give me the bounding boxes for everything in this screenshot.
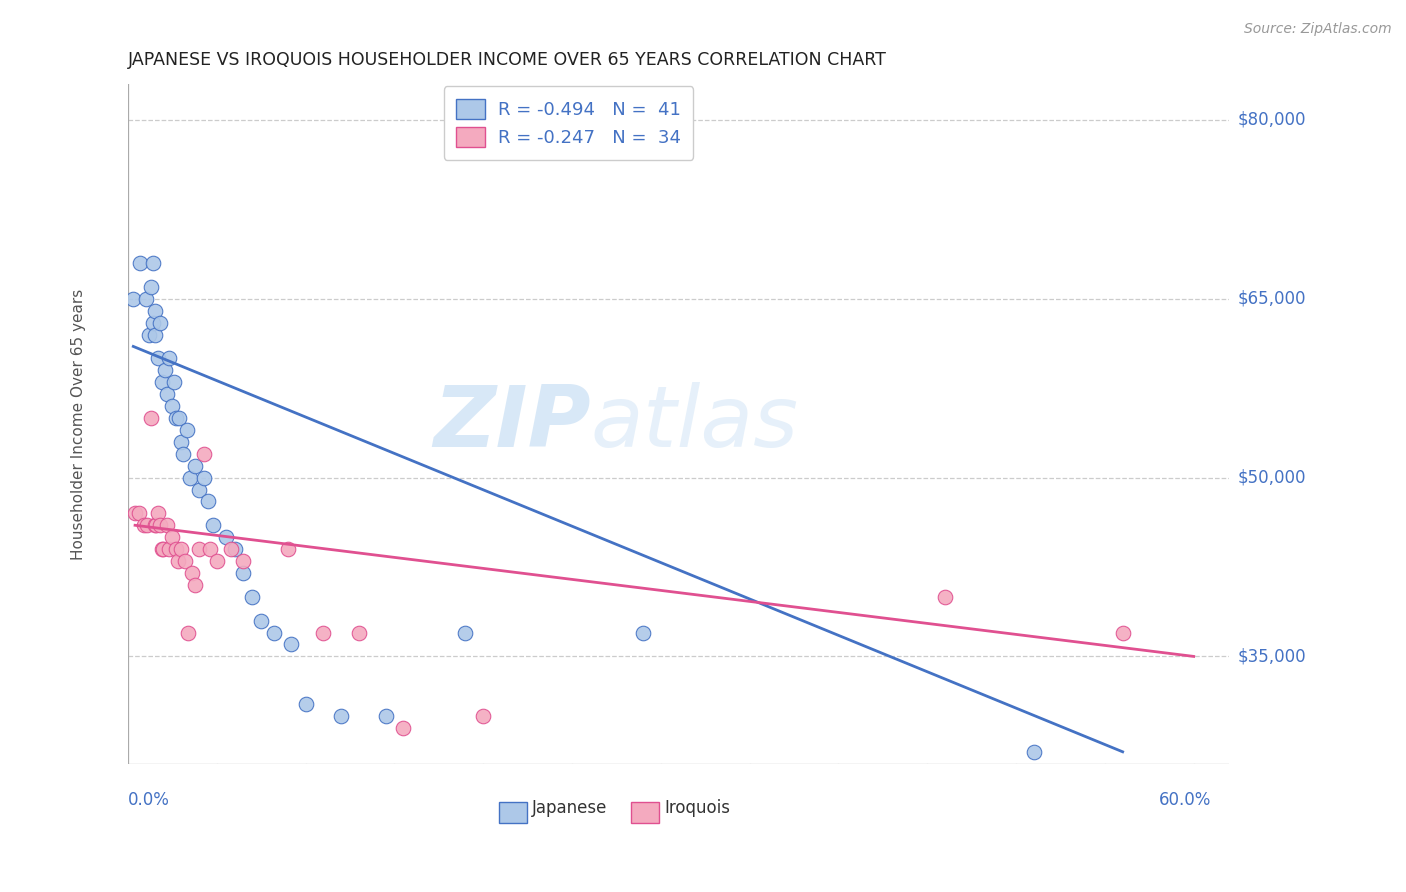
Text: ZIP: ZIP — [433, 383, 591, 466]
Point — [280, 638, 302, 652]
Point — [169, 411, 191, 425]
Point — [202, 518, 225, 533]
Point — [146, 506, 169, 520]
Point — [139, 411, 162, 425]
Point — [150, 375, 173, 389]
Text: 0.0%: 0.0% — [128, 791, 170, 809]
Text: $65,000: $65,000 — [1239, 290, 1306, 308]
Point — [197, 494, 219, 508]
Point — [263, 625, 285, 640]
Point — [129, 256, 152, 270]
Text: $35,000: $35,000 — [1239, 648, 1306, 665]
Text: 60.0%: 60.0% — [1159, 791, 1212, 809]
Point — [173, 554, 195, 568]
Text: Japanese: Japanese — [531, 799, 607, 817]
Point — [163, 375, 186, 389]
Point — [224, 542, 246, 557]
Point — [143, 518, 166, 533]
Point — [250, 614, 273, 628]
Point — [149, 518, 172, 533]
Point — [149, 316, 172, 330]
FancyBboxPatch shape — [631, 803, 659, 822]
Point — [139, 280, 162, 294]
Point — [138, 327, 160, 342]
Point — [232, 566, 254, 580]
Point — [170, 542, 193, 557]
Point — [157, 542, 180, 557]
Point — [205, 554, 228, 568]
Point — [170, 434, 193, 449]
Point — [312, 625, 335, 640]
Point — [156, 387, 179, 401]
Point — [198, 542, 221, 557]
Point — [188, 542, 211, 557]
Point — [934, 590, 956, 604]
Point — [142, 256, 165, 270]
Text: atlas: atlas — [591, 383, 799, 466]
Point — [454, 625, 477, 640]
Text: JAPANESE VS IROQUOIS HOUSEHOLDER INCOME OVER 65 YEARS CORRELATION CHART: JAPANESE VS IROQUOIS HOUSEHOLDER INCOME … — [128, 51, 887, 69]
Point — [135, 292, 157, 306]
Point — [1111, 625, 1133, 640]
Point — [294, 697, 316, 711]
Point — [145, 518, 167, 533]
Text: $80,000: $80,000 — [1239, 111, 1306, 128]
Point — [132, 518, 155, 533]
Point — [122, 292, 145, 306]
Point — [166, 554, 188, 568]
Point — [240, 590, 263, 604]
Point — [124, 506, 146, 520]
Point — [128, 506, 150, 520]
Point — [188, 483, 211, 497]
Point — [347, 625, 370, 640]
Point — [180, 566, 202, 580]
Point — [1022, 745, 1045, 759]
Point — [184, 578, 207, 592]
Point — [277, 542, 299, 557]
Point — [142, 316, 165, 330]
Point — [150, 542, 173, 557]
Point — [162, 399, 184, 413]
Point — [232, 554, 254, 568]
Point — [184, 458, 207, 473]
Point — [330, 709, 353, 723]
Point — [472, 709, 495, 723]
Point — [143, 303, 166, 318]
Point — [214, 530, 236, 544]
Point — [179, 470, 201, 484]
Point — [374, 709, 396, 723]
Legend: R = -0.494   N =  41, R = -0.247   N =  34: R = -0.494 N = 41, R = -0.247 N = 34 — [443, 87, 693, 160]
Point — [177, 625, 200, 640]
Point — [176, 423, 198, 437]
FancyBboxPatch shape — [499, 803, 527, 822]
Text: Source: ZipAtlas.com: Source: ZipAtlas.com — [1244, 22, 1392, 37]
Point — [193, 447, 215, 461]
Point — [165, 542, 187, 557]
Point — [156, 518, 179, 533]
Point — [155, 363, 177, 377]
Point — [392, 721, 415, 735]
Point — [143, 327, 166, 342]
Point — [219, 542, 242, 557]
Point — [152, 542, 174, 557]
Point — [165, 411, 187, 425]
Point — [172, 447, 194, 461]
Point — [631, 625, 654, 640]
Point — [193, 470, 215, 484]
Text: Householder Income Over 65 years: Householder Income Over 65 years — [70, 288, 86, 559]
Point — [136, 518, 159, 533]
Point — [146, 351, 169, 366]
Text: $50,000: $50,000 — [1239, 468, 1306, 486]
Point — [162, 530, 184, 544]
Point — [157, 351, 180, 366]
Text: Iroquois: Iroquois — [664, 799, 730, 817]
